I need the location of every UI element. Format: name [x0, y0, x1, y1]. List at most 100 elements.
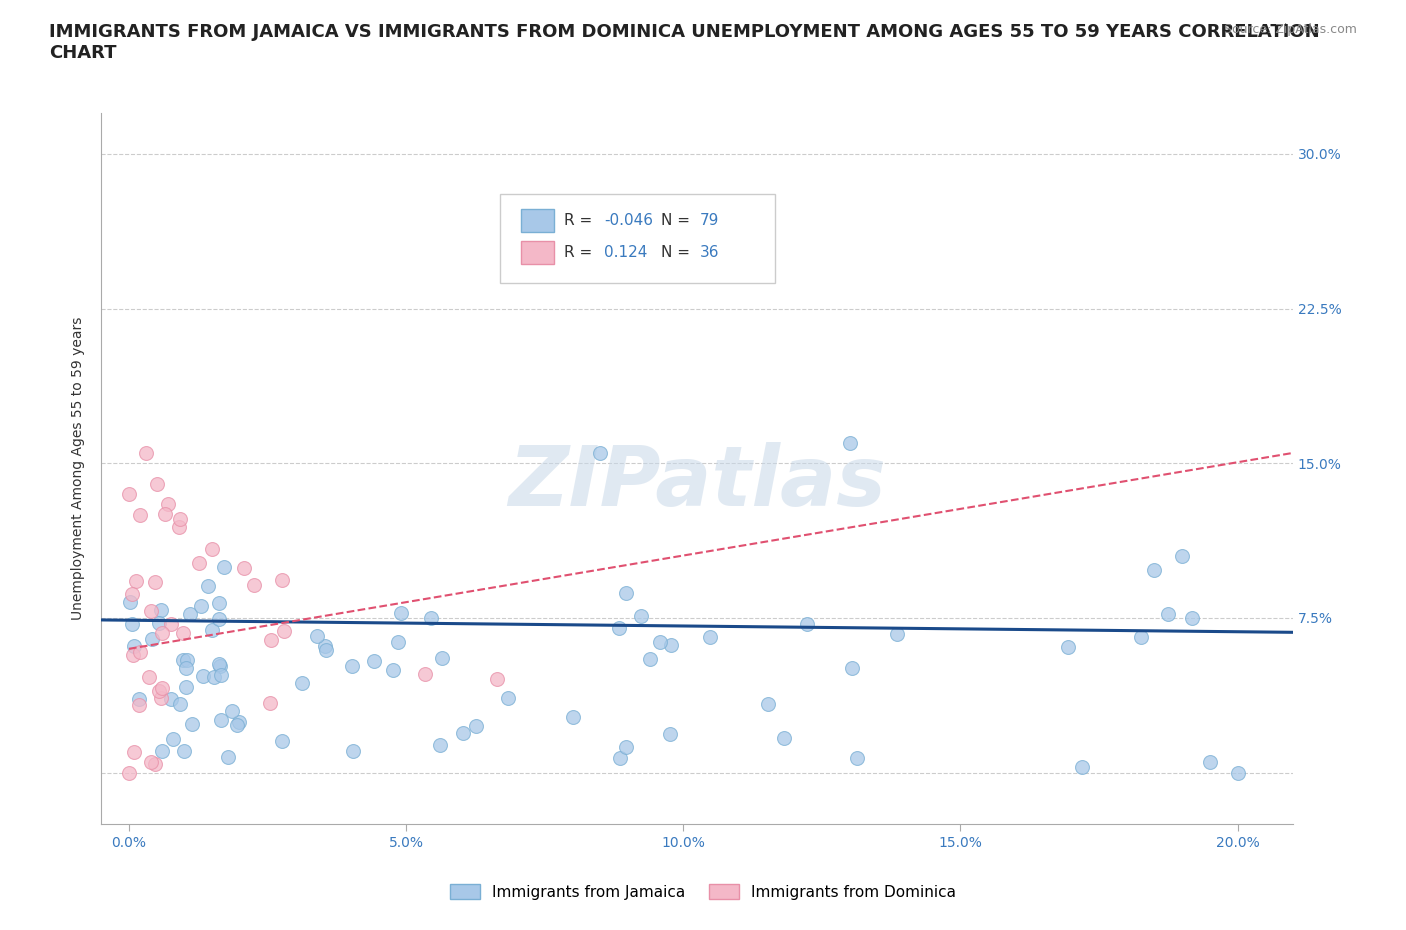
Point	[614, 739, 637, 754]
Point	[756, 697, 779, 711]
Point	[498, 691, 520, 706]
Point	[169, 512, 191, 526]
Point	[1157, 606, 1180, 621]
Point	[659, 637, 682, 652]
Point	[155, 507, 177, 522]
Point	[208, 612, 231, 627]
Point	[162, 731, 184, 746]
Point	[148, 616, 170, 631]
Point	[118, 486, 141, 501]
Point	[141, 631, 163, 646]
Point	[128, 692, 150, 707]
Point	[609, 751, 631, 765]
Point	[242, 578, 264, 592]
Point	[209, 712, 232, 727]
Point	[118, 765, 141, 780]
Text: N =: N =	[661, 213, 690, 228]
Point	[430, 650, 453, 665]
Point	[139, 604, 162, 618]
Point	[128, 698, 150, 712]
Point	[1130, 630, 1153, 644]
Point	[271, 733, 294, 748]
Text: R =: R =	[564, 213, 592, 228]
Point	[413, 667, 436, 682]
Point	[121, 617, 143, 631]
Point	[699, 630, 721, 644]
Point	[159, 692, 181, 707]
Point	[232, 560, 254, 575]
Point	[190, 599, 212, 614]
Point	[145, 476, 167, 491]
Point	[382, 662, 405, 677]
Point	[193, 668, 215, 683]
Point	[270, 572, 292, 587]
Point	[180, 717, 202, 732]
Point	[138, 670, 160, 684]
Text: R =: R =	[564, 246, 592, 260]
Point	[135, 445, 157, 460]
Point	[1143, 563, 1166, 578]
Point	[176, 653, 198, 668]
Point	[188, 556, 211, 571]
Point	[209, 658, 232, 673]
Text: 36: 36	[700, 246, 718, 260]
Point	[451, 725, 474, 740]
Point	[1199, 755, 1222, 770]
Point	[226, 717, 249, 732]
Point	[174, 680, 197, 695]
Point	[201, 541, 224, 556]
Text: 0.124: 0.124	[605, 246, 648, 260]
Point	[150, 743, 173, 758]
Point	[208, 657, 231, 671]
Y-axis label: Unemployment Among Ages 55 to 59 years: Unemployment Among Ages 55 to 59 years	[72, 317, 86, 620]
Point	[340, 658, 363, 673]
Point	[118, 594, 141, 609]
Point	[150, 602, 173, 617]
Point	[148, 684, 170, 698]
Point	[260, 632, 283, 647]
Point	[387, 634, 409, 649]
Point	[121, 648, 143, 663]
Point	[773, 731, 796, 746]
Text: -0.046: -0.046	[605, 213, 654, 228]
Point	[607, 621, 630, 636]
Point	[209, 667, 232, 682]
Point	[589, 445, 612, 460]
Point	[197, 579, 219, 594]
Point	[259, 696, 281, 711]
Point	[314, 638, 336, 653]
Point	[419, 610, 441, 625]
Point	[150, 681, 173, 696]
Point	[630, 609, 652, 624]
Point	[143, 575, 166, 590]
Point	[149, 690, 172, 705]
Point	[156, 497, 179, 512]
Point	[273, 624, 295, 639]
Text: 79: 79	[700, 213, 718, 228]
Point	[169, 697, 191, 711]
Point	[648, 634, 671, 649]
FancyBboxPatch shape	[501, 194, 775, 284]
Point	[429, 737, 451, 752]
Point	[201, 622, 224, 637]
Point	[363, 654, 385, 669]
Point	[486, 671, 509, 686]
Point	[122, 639, 145, 654]
Text: N =: N =	[661, 246, 690, 260]
Point	[179, 606, 201, 621]
Point	[1171, 549, 1194, 564]
Point	[658, 727, 681, 742]
Point	[838, 435, 860, 450]
Text: IMMIGRANTS FROM JAMAICA VS IMMIGRANTS FROM DOMINICA UNEMPLOYMENT AMONG AGES 55 T: IMMIGRANTS FROM JAMAICA VS IMMIGRANTS FR…	[49, 23, 1320, 62]
Point	[465, 719, 488, 734]
Point	[841, 661, 863, 676]
Point	[217, 750, 239, 764]
Point	[124, 745, 146, 760]
Point	[221, 703, 243, 718]
Point	[1070, 759, 1092, 774]
Legend: Immigrants from Jamaica, Immigrants from Dominica: Immigrants from Jamaica, Immigrants from…	[443, 877, 963, 906]
Point	[1226, 765, 1249, 780]
Point	[1056, 640, 1078, 655]
Point	[562, 710, 585, 724]
Point	[174, 660, 197, 675]
